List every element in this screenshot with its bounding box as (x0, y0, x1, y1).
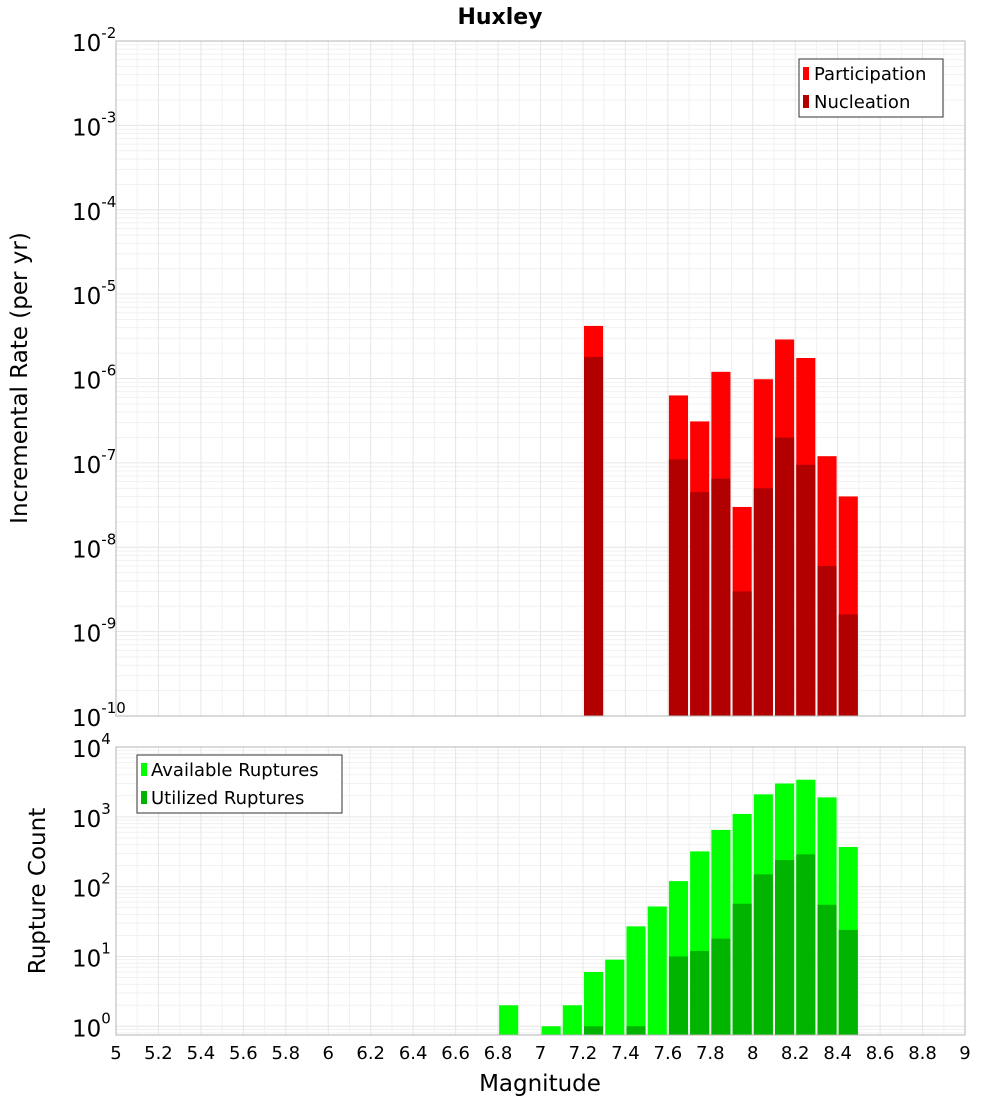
count-plot-frame (115, 746, 966, 1036)
available-ruptures-legend-label: Available Ruptures (151, 760, 319, 781)
nucleation-legend-label: Nucleation (814, 92, 910, 113)
x-tick-label: 7.6 (654, 1043, 683, 1064)
nucleation-bars (584, 356, 858, 716)
nucleation-bar (796, 464, 816, 716)
utilized-ruptures-bar (668, 956, 689, 1035)
available-ruptures-bar (605, 959, 625, 1035)
nucleation-bar (817, 565, 837, 716)
x-tick-label: 8.4 (823, 1043, 852, 1064)
participation-legend-swatch (803, 67, 809, 80)
utilized-ruptures-bar (838, 929, 858, 1035)
x-tick-label: 7.8 (696, 1043, 725, 1064)
utilized-ruptures-legend-label: Utilized Ruptures (151, 788, 304, 809)
rate-y-tick-label: 10-10 (72, 699, 126, 732)
x-tick-label: 7 (535, 1043, 546, 1064)
x-tick-label: 8.8 (908, 1043, 937, 1064)
x-tick-label: 7.4 (611, 1043, 640, 1064)
available-ruptures-legend-swatch (141, 763, 147, 776)
x-tick-label: 6 (323, 1043, 334, 1064)
rate-y-tick-label: 10-5 (72, 277, 116, 310)
x-tick-label: 5 (110, 1043, 121, 1064)
utilized-ruptures-bar (690, 950, 710, 1035)
rate-plot-frame (115, 40, 966, 717)
x-tick-label: 8.2 (781, 1043, 810, 1064)
x-tick-label: 8.6 (866, 1043, 895, 1064)
utilized-ruptures-bar (711, 938, 731, 1035)
rate-y-ticks: 10-10 10-9 10-8 10-7 10-6 10-5 10-4 10-3 10-2 (72, 24, 126, 732)
nucleation-bar (732, 591, 752, 716)
x-tick-label: 7.2 (569, 1043, 598, 1064)
utilized-ruptures-bar (584, 1026, 604, 1035)
nucleation-bar (753, 488, 773, 716)
x-tick-label: 5.6 (229, 1043, 258, 1064)
rate-y-tick-label: 10-3 (72, 108, 116, 141)
rate-panel: 10-10 10-9 10-8 10-7 10-6 10-5 10-4 10-3 10-2 In… (7, 24, 966, 732)
rate-legend-box (798, 58, 944, 118)
utilized-ruptures-legend-swatch (141, 791, 147, 804)
rate-y-tick-label: 10-6 (72, 362, 116, 395)
participation-legend-label: Participation (814, 64, 926, 85)
utilized-ruptures-bar (732, 903, 752, 1035)
nucleation-bar (838, 614, 858, 716)
rate-y-tick-label: 10-7 (72, 446, 116, 479)
available-ruptures-bar (541, 1026, 561, 1035)
utilized-ruptures-bar (626, 1026, 646, 1035)
x-tick-label: 5.4 (187, 1043, 216, 1064)
chart-title: Huxley (457, 5, 542, 30)
nucleation-bar (775, 437, 795, 716)
x-tick-label: 9 (959, 1043, 970, 1064)
x-axis-label: Magnitude (479, 1071, 601, 1097)
rate-y-tick-label: 10-4 (72, 193, 116, 226)
utilized-ruptures-bar (775, 860, 795, 1035)
available-ruptures-bar (499, 1005, 519, 1035)
rate-y-tick-label: 10-8 (72, 530, 116, 563)
count-y-tick-label: 101 (72, 939, 111, 972)
count-legend: Available Ruptures Utilized Ruptures (136, 754, 343, 814)
rate-y-axis-label: Incremental Rate (per yr) (7, 232, 33, 524)
available-ruptures-bar (647, 906, 667, 1035)
utilized-ruptures-bar (753, 874, 773, 1035)
x-tick-label: 6.2 (356, 1043, 385, 1064)
count-y-tick-label: 100 (72, 1009, 111, 1042)
x-tick-label: 8 (747, 1043, 758, 1064)
count-y-tick-label: 103 (72, 800, 111, 833)
utilized-ruptures-bar (796, 854, 816, 1035)
x-tick-label: 6.4 (399, 1043, 428, 1064)
x-tick-label: 5.8 (271, 1043, 300, 1064)
count-y-ticks: 100 101 102 103 104 (72, 730, 111, 1042)
utilized-ruptures-bar (817, 904, 837, 1035)
count-y-tick-label: 104 (72, 730, 111, 763)
nucleation-bar (711, 478, 731, 716)
x-tick-label: 6.8 (484, 1043, 513, 1064)
nucleation-bar (690, 492, 710, 716)
nucleation-bar (584, 356, 604, 716)
x-tick-label: 6.6 (441, 1043, 470, 1064)
available-ruptures-bar (584, 971, 604, 1035)
rate-y-tick-label: 10-2 (72, 24, 116, 57)
count-legend-box (136, 754, 343, 814)
utilized-ruptures-bars (584, 854, 858, 1035)
count-y-axis-label: Rupture Count (25, 808, 51, 974)
rate-y-tick-label: 10-9 (72, 615, 116, 648)
count-y-tick-label: 102 (72, 870, 111, 903)
count-panel: 100 101 102 103 104 5 5.2 5.4 5.6 5.8 6 6.2 6.4 6.6 6… (25, 730, 971, 1097)
x-tick-label: 5.2 (144, 1043, 173, 1064)
nucleation-bar (668, 459, 689, 716)
magnitude-x-ticks: 5 5.2 5.4 5.6 5.8 6 6.2 6.4 6.6 6.8 7 7.2 7.4 7.6 7.8 8… (110, 1043, 970, 1064)
nucleation-legend-swatch (803, 95, 809, 108)
rate-grid (115, 40, 966, 717)
rate-legend: Participation Nucleation (798, 58, 944, 118)
available-ruptures-bar (626, 926, 646, 1035)
available-ruptures-bar (562, 1005, 582, 1035)
